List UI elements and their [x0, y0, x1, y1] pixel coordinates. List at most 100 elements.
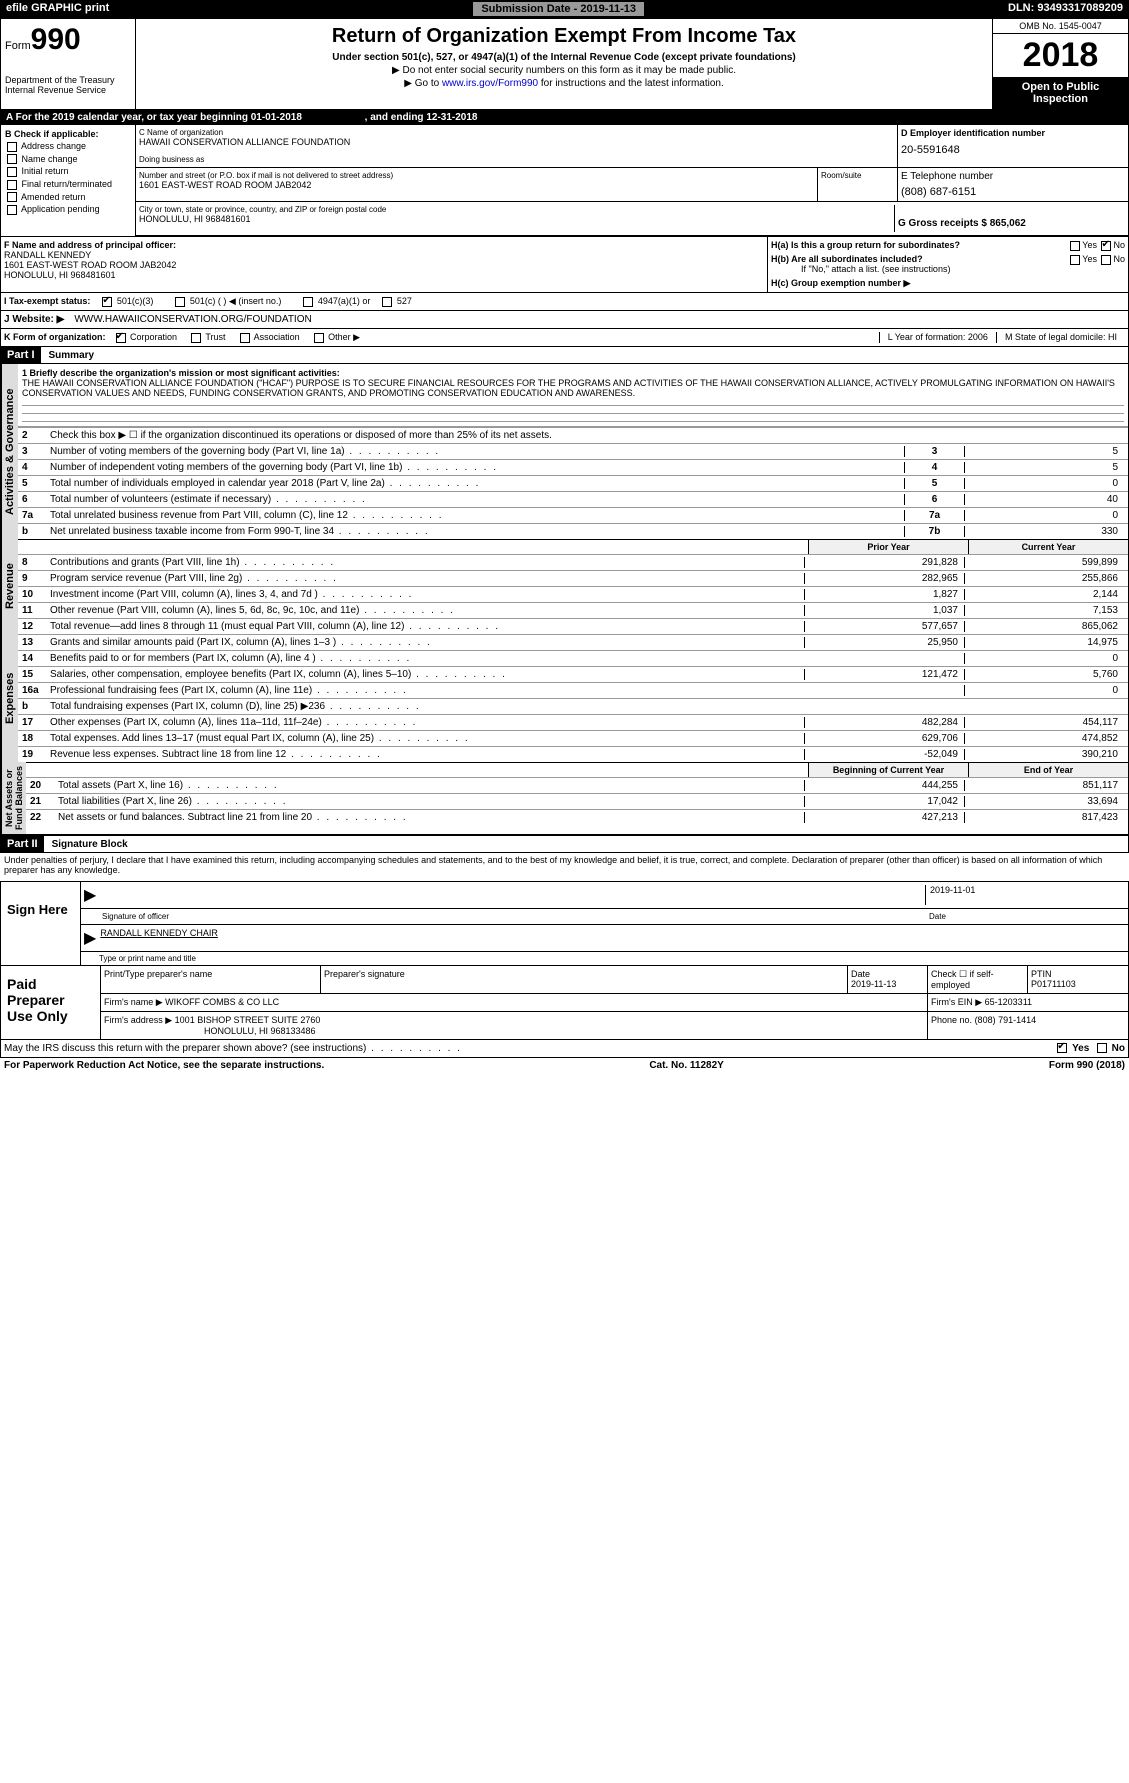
- current-value: 454,117: [964, 717, 1124, 728]
- line-text: Professional fundraising fees (Part IX, …: [50, 685, 804, 696]
- section-b-label: B Check if applicable:: [5, 129, 131, 139]
- opt-pending: Application pending: [21, 204, 100, 214]
- prior-value: 282,965: [804, 573, 964, 584]
- opt-4947: 4947(a)(1) or: [318, 296, 371, 306]
- line-num: 22: [30, 812, 58, 823]
- hb-note: If "No," attach a list. (see instruction…: [801, 264, 1125, 274]
- chk-address-change[interactable]: Address change: [5, 141, 131, 152]
- chk-other[interactable]: [314, 333, 324, 343]
- line-text: Total fundraising expenses (Part IX, col…: [50, 701, 804, 712]
- city-label: City or town, state or province, country…: [139, 205, 894, 214]
- chk-501c[interactable]: [175, 297, 185, 307]
- line-num: 8: [22, 557, 50, 568]
- current-value: 5,760: [964, 669, 1124, 680]
- opt-corp: Corporation: [130, 332, 177, 342]
- chk-name-change[interactable]: Name change: [5, 154, 131, 165]
- ha-no: No: [1113, 240, 1125, 250]
- officer-label: F Name and address of principal officer:: [4, 240, 764, 250]
- instruction-2: ▶ Go to www.irs.gov/Form990 for instruct…: [142, 78, 986, 89]
- line-num: b: [22, 526, 50, 537]
- line-num: 13: [22, 637, 50, 648]
- current-value: 14,975: [964, 637, 1124, 648]
- website-url: WWW.HAWAIICONSERVATION.ORG/FOUNDATION: [74, 314, 311, 325]
- ptin: P01711103: [1031, 979, 1076, 989]
- chk-trust[interactable]: [191, 333, 201, 343]
- firm-addr: 1001 BISHOP STREET SUITE 2760: [175, 1015, 321, 1025]
- line2-text: Check this box ▶ ☐ if the organization d…: [50, 430, 1124, 441]
- chk-pending[interactable]: Application pending: [5, 204, 131, 215]
- discuss-yes: Yes: [1072, 1043, 1089, 1054]
- line-num: 12: [22, 621, 50, 632]
- open-public: Open to Public Inspection: [993, 77, 1128, 109]
- line-box: 5: [904, 478, 964, 489]
- prior-value: 1,827: [804, 589, 964, 600]
- prior-value: 1,037: [804, 605, 964, 616]
- col-prior: Prior Year: [808, 540, 968, 554]
- discuss-yes-chk[interactable]: [1057, 1043, 1067, 1053]
- paperwork-notice: For Paperwork Reduction Act Notice, see …: [4, 1060, 324, 1071]
- line-value: 0: [964, 478, 1124, 489]
- current-value: 390,210: [964, 749, 1124, 760]
- line-text: Total number of volunteers (estimate if …: [50, 494, 904, 505]
- chk-initial[interactable]: Initial return: [5, 166, 131, 177]
- chk-final[interactable]: Final return/terminated: [5, 179, 131, 190]
- prior-value: 25,950: [804, 637, 964, 648]
- discuss-no-chk[interactable]: [1097, 1043, 1107, 1053]
- part2-header: Part II: [1, 836, 44, 852]
- prep-date: 2019-11-13: [851, 979, 896, 989]
- tax-year-begin: A For the 2019 calendar year, or tax yea…: [6, 112, 302, 123]
- room-label: Room/suite: [821, 171, 894, 180]
- opt-other: Other ▶: [328, 332, 360, 342]
- chk-4947[interactable]: [303, 297, 313, 307]
- current-value: 0: [964, 685, 1124, 696]
- line-text: Program service revenue (Part VIII, line…: [50, 573, 804, 584]
- part2-title: Signature Block: [52, 839, 128, 850]
- line-text: Salaries, other compensation, employee b…: [50, 669, 804, 680]
- gross-receipts: G Gross receipts $ 865,062: [898, 218, 1122, 229]
- chk-corp[interactable]: [116, 333, 126, 343]
- instruction-1: ▶ Do not enter social security numbers o…: [142, 65, 986, 76]
- prior-value: -52,049: [804, 749, 964, 760]
- discuss-no: No: [1112, 1043, 1125, 1054]
- name-title-label: Type or print name and title: [81, 952, 1128, 965]
- prior-value: 121,472: [804, 669, 964, 680]
- hb-no: No: [1113, 254, 1125, 264]
- current-value: 865,062: [964, 621, 1124, 632]
- addr-label: Number and street (or P.O. box if mail i…: [139, 171, 814, 180]
- firm-name: WIKOFF COMBS & CO LLC: [165, 997, 279, 1007]
- current-value: 2,144: [964, 589, 1124, 600]
- chk-amended[interactable]: Amended return: [5, 192, 131, 203]
- line-box: 3: [904, 446, 964, 457]
- prior-value: 577,657: [804, 621, 964, 632]
- phone-value: (808) 687-6151: [901, 186, 1125, 198]
- opt-501c: 501(c) ( ) ◀ (insert no.): [190, 296, 281, 306]
- chk-501c3[interactable]: [102, 297, 112, 307]
- irs-link[interactable]: www.irs.gov/Form990: [442, 78, 538, 89]
- part1-title: Summary: [49, 350, 95, 361]
- line1-label: 1 Briefly describe the organization's mi…: [22, 368, 340, 378]
- line-text: Number of voting members of the governin…: [50, 446, 904, 457]
- prior-value: 629,706: [804, 733, 964, 744]
- main-title: Return of Organization Exempt From Incom…: [142, 25, 986, 48]
- line-text: Investment income (Part VIII, column (A)…: [50, 589, 804, 600]
- tax-year-end: , and ending 12-31-2018: [365, 112, 478, 123]
- chk-527[interactable]: [382, 297, 392, 307]
- line-value: 40: [964, 494, 1124, 505]
- line-text: Total number of individuals employed in …: [50, 478, 904, 489]
- line-text: Revenue less expenses. Subtract line 18 …: [50, 749, 804, 760]
- prep-h4: Check ☐ if self-employed: [928, 966, 1028, 993]
- opt-name: Name change: [22, 154, 78, 164]
- prep-h3: Date: [851, 969, 870, 979]
- line-text: Total assets (Part X, line 16): [58, 780, 804, 791]
- chk-assoc[interactable]: [240, 333, 250, 343]
- hb-yes: Yes: [1082, 254, 1097, 264]
- org-name: HAWAII CONSERVATION ALLIANCE FOUNDATION: [139, 137, 894, 147]
- website-label: J Website: ▶: [4, 314, 64, 325]
- line-num: 7a: [22, 510, 50, 521]
- line-num: 19: [22, 749, 50, 760]
- line-num: 9: [22, 573, 50, 584]
- line-box: 4: [904, 462, 964, 473]
- form-footer: Form 990 (2018): [1049, 1060, 1125, 1071]
- sig-date-label: Date: [925, 912, 1125, 921]
- col-eoy: End of Year: [968, 763, 1128, 777]
